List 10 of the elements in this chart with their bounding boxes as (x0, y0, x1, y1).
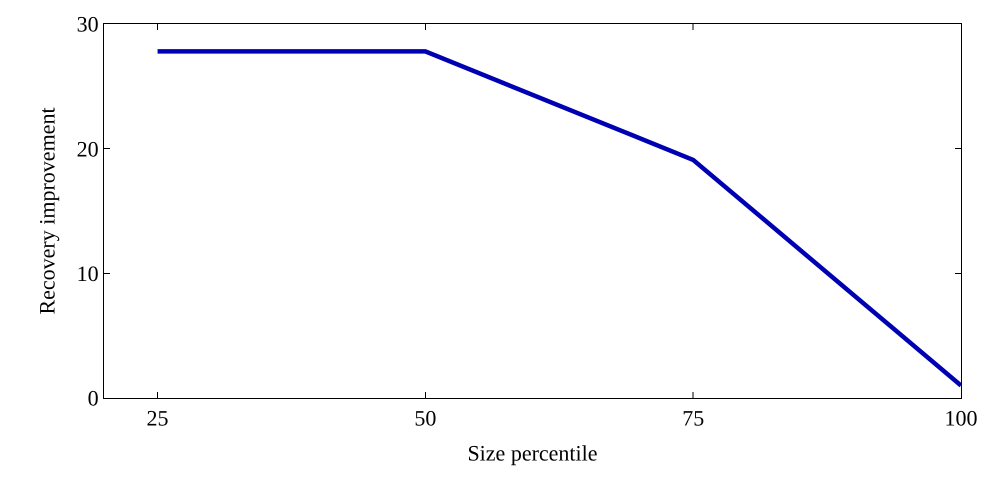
x-axis-title: Size percentile (467, 440, 598, 466)
y-tick-label: 30 (76, 12, 99, 37)
x-tick-label: 50 (414, 405, 436, 430)
y-axis-title: Recovery improvement (34, 107, 60, 315)
x-tick-label: 100 (944, 405, 978, 430)
x-tick-label: 75 (682, 405, 704, 430)
y-tick-label: 20 (76, 136, 99, 162)
y-tick-label: 0 (88, 386, 99, 411)
y-tick-label: 10 (76, 261, 99, 286)
x-tick-label: 25 (146, 405, 169, 430)
